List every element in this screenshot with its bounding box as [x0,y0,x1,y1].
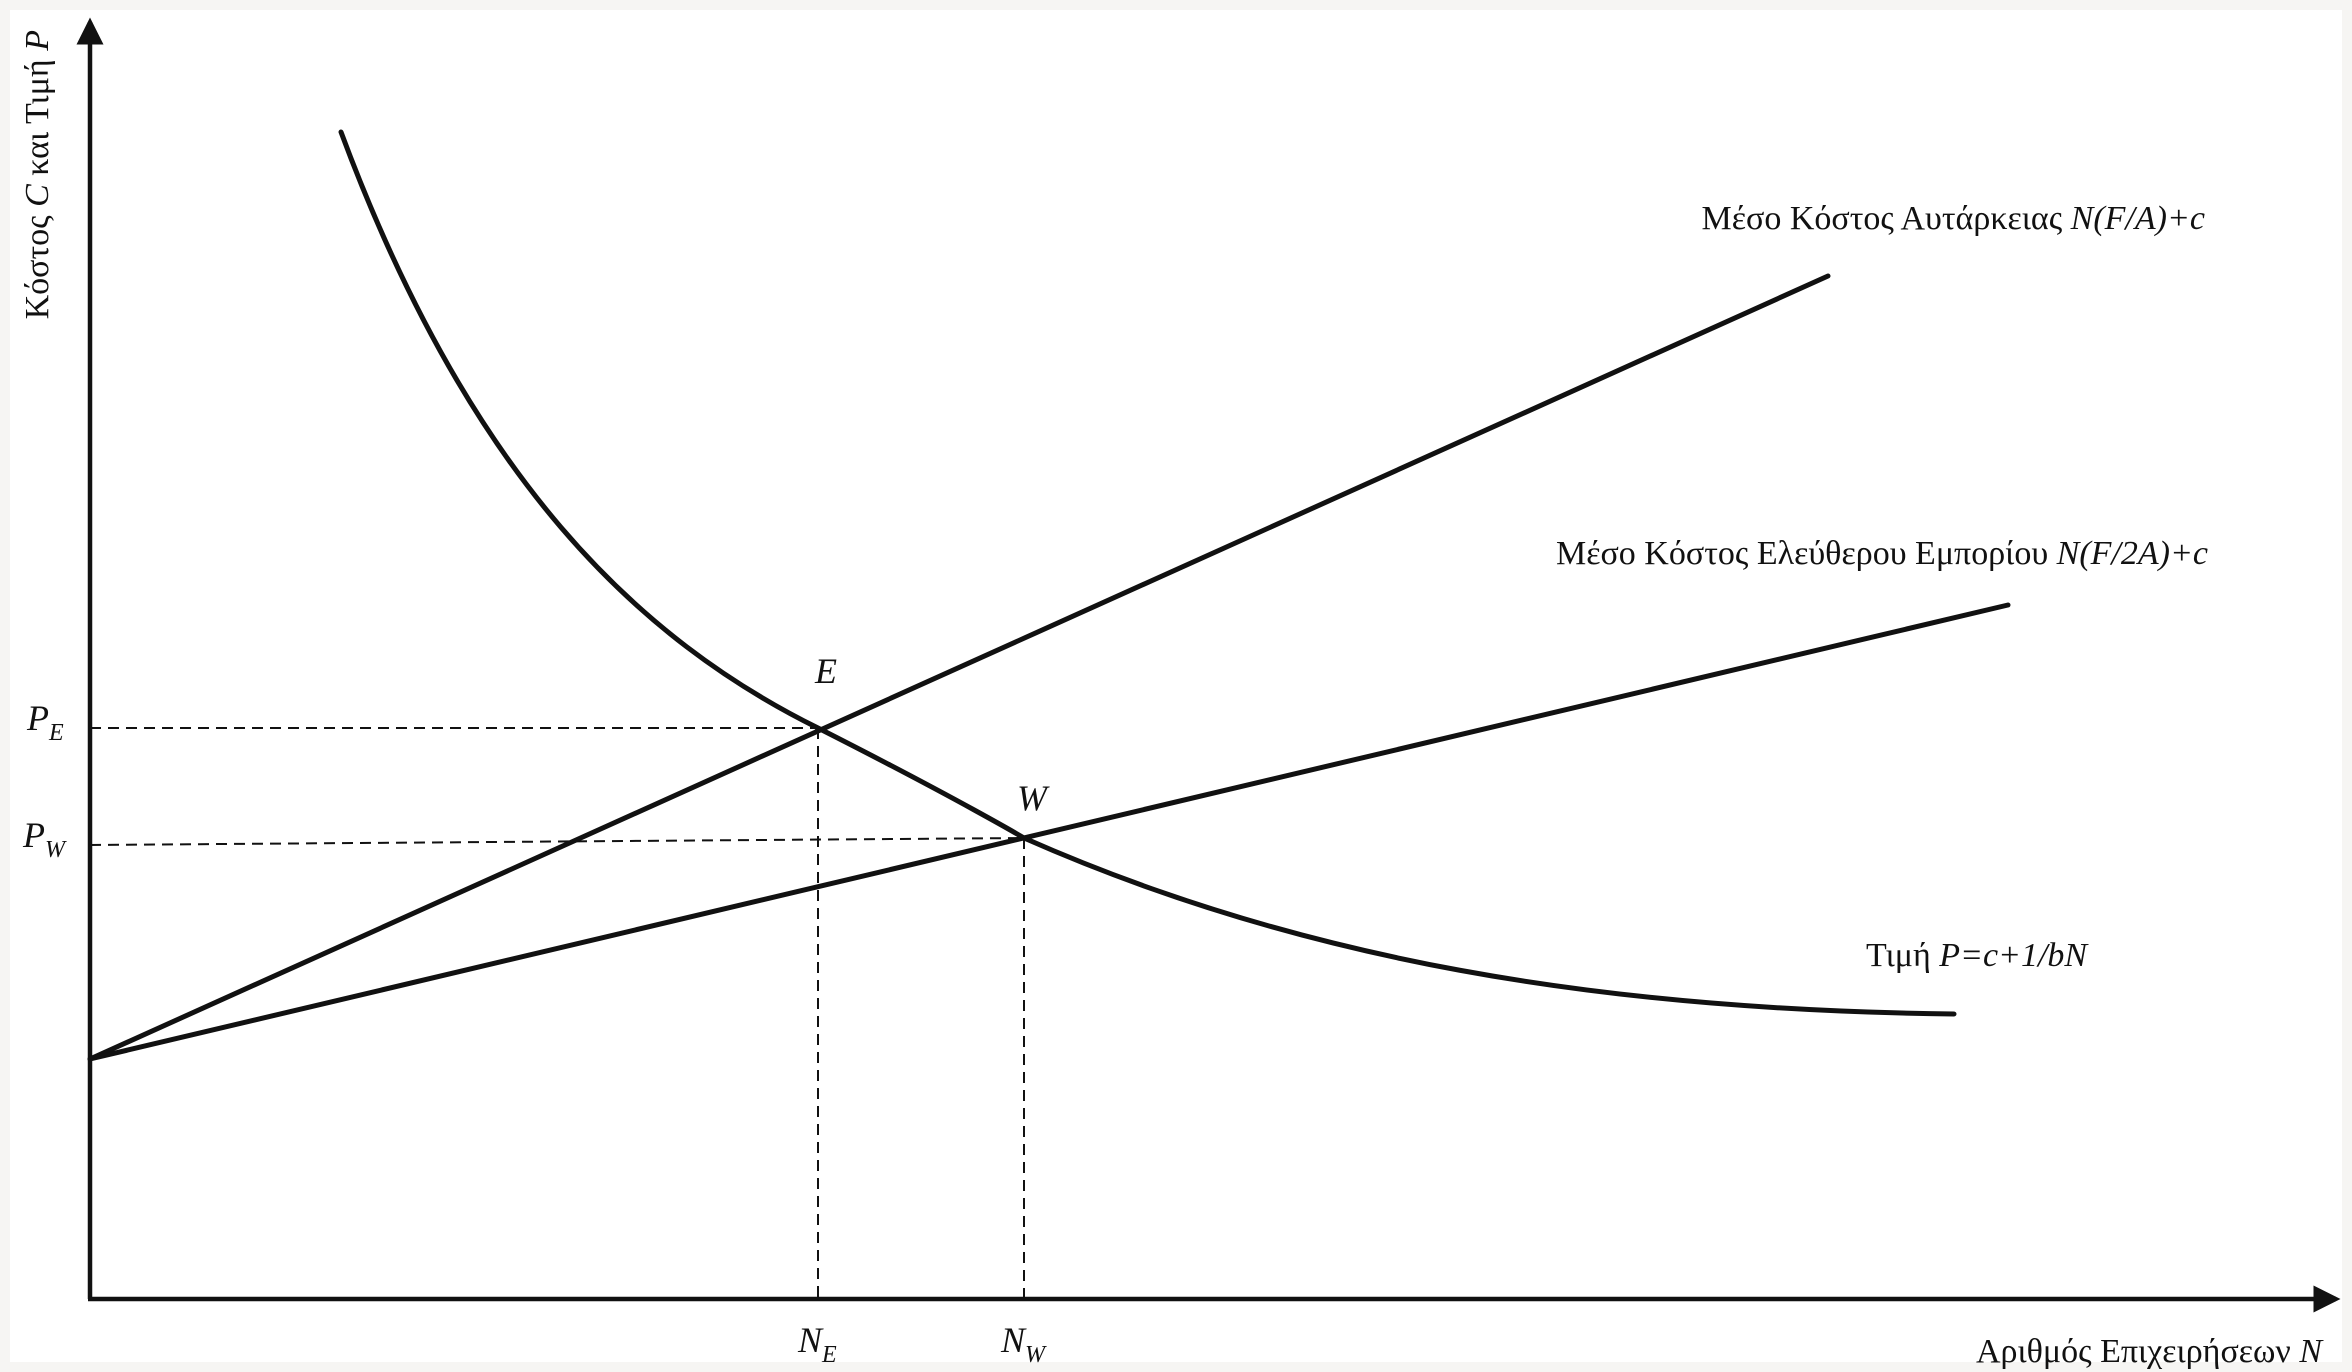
paper-background [10,10,2342,1362]
autarky-cost-line [87,273,1831,1062]
point-w-label: W [1017,778,1050,818]
y-axis-title: Κόστος C και Τιμή P [19,30,56,319]
nw-tick-label: NW [1000,1320,1047,1368]
price-curve [338,129,1957,1017]
guide-pw [89,837,1029,846]
autarky-cost-label: Μέσο Κόστος Αυτάρκειας N(F/A)+c [1702,200,2205,237]
ne-tick-label: NE [797,1320,837,1368]
pe-tick-label: PE [26,698,64,746]
free-trade-cost-label: Μέσο Κόστος Ελεύθερου Εμπορίου N(F/2A)+c [1556,535,2208,572]
x-axis-title: Αριθμός Επιχειρήσεων N [1976,1333,2324,1370]
point-e-label: E [814,651,837,691]
price-curve-label: Τιμή P=c+1/bN [1866,937,2089,974]
free-trade-cost-line [87,602,2011,1062]
pw-tick-label: PW [22,815,67,863]
